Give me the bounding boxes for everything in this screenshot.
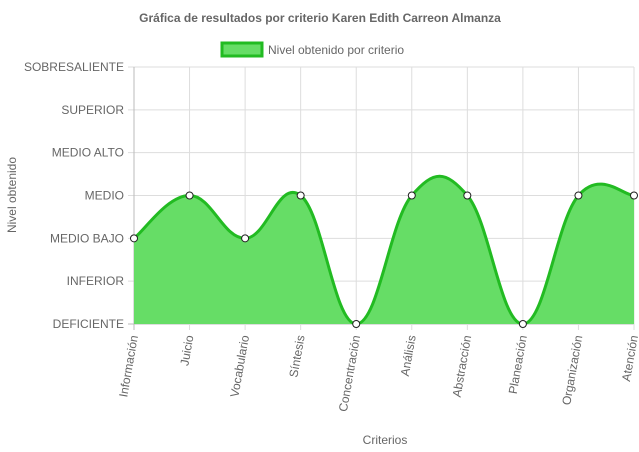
area-layer xyxy=(133,174,635,326)
data-point[interactable] xyxy=(185,191,194,200)
y-tick-labels: DEFICIENTE INFERIOR MEDIO BAJO MEDIO MEDIO A… xyxy=(24,60,124,331)
y-tick-label: INFERIOR xyxy=(67,274,125,288)
series-area xyxy=(134,176,634,324)
legend-swatch xyxy=(220,41,264,58)
data-point[interactable] xyxy=(463,191,472,200)
x-tick-label: Abstracción xyxy=(450,334,475,398)
x-tick-label: Vocabulario xyxy=(227,334,252,399)
y-tick-label: MEDIO BAJO xyxy=(50,231,124,245)
y-tick-label: MEDIO xyxy=(85,189,124,203)
legend[interactable]: Nivel obtenido por criterio xyxy=(220,41,404,58)
y-tick-label: SUPERIOR xyxy=(61,103,124,117)
data-point[interactable] xyxy=(352,320,361,328)
series-line xyxy=(133,174,635,326)
x-tick-label: Análisis xyxy=(398,334,419,377)
y-axis-label: Nivel obtenido xyxy=(5,157,19,233)
x-tick-label: Juicio xyxy=(177,334,196,367)
x-tick-label: Planeación xyxy=(506,334,530,395)
data-point[interactable] xyxy=(407,191,416,200)
data-point[interactable] xyxy=(130,234,138,243)
x-tick-label: Atención xyxy=(619,334,639,382)
x-tick-label: Información xyxy=(116,334,141,398)
legend-label: Nivel obtenido por criterio xyxy=(268,43,404,57)
y-tick-label: DEFICIENTE xyxy=(53,317,124,331)
data-point[interactable] xyxy=(518,320,527,328)
x-axis-label: Criterios xyxy=(363,433,408,447)
x-tick-labels: Información Juicio Vocabulario Síntesis Conc… xyxy=(116,334,639,413)
x-tick-label: Concentración xyxy=(336,334,363,413)
y-tick-label: MEDIO ALTO xyxy=(52,146,124,160)
x-tick-label: Organización xyxy=(559,334,585,406)
data-point[interactable] xyxy=(574,191,583,200)
data-point[interactable] xyxy=(241,234,250,243)
x-tick-label: Síntesis xyxy=(286,334,307,378)
data-point[interactable] xyxy=(296,191,305,200)
data-point[interactable] xyxy=(630,191,638,200)
chart-title: Gráfica de resultados por criterio Karen… xyxy=(139,11,501,25)
y-tick-label: SOBRESALIENTE xyxy=(24,60,124,74)
points-layer xyxy=(130,191,638,328)
